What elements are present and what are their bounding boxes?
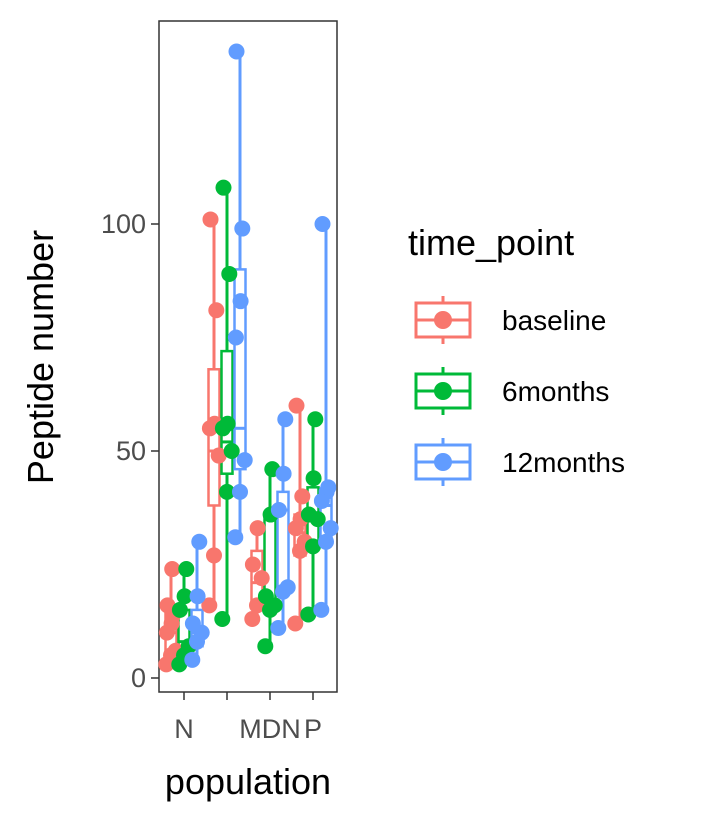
box-6months-DN <box>263 469 277 647</box>
point-baseline-DN <box>249 520 266 537</box>
point-6months-N <box>176 588 193 605</box>
legend-keys: baseline 6months 12months <box>414 296 625 486</box>
plot-layer <box>158 43 339 673</box>
point-12months-DN <box>270 502 287 519</box>
legend: time_point baseline 6months 12months <box>408 222 625 486</box>
point-12months-M <box>227 529 244 546</box>
point-6months-M <box>221 265 238 282</box>
point-12months-M <box>232 483 248 500</box>
legend-label-baseline: baseline <box>502 305 606 336</box>
point-6months-M <box>219 415 236 432</box>
point-12months-DN <box>275 465 292 482</box>
point-6months-P <box>305 538 321 555</box>
point-6months-M <box>215 179 232 196</box>
point-baseline-N <box>159 597 176 614</box>
point-12months-N <box>184 651 201 668</box>
point-12months-P <box>314 216 331 232</box>
point-baseline-P <box>287 615 304 632</box>
point-6months-DN <box>257 588 274 605</box>
point-6months-M <box>214 610 231 627</box>
x-tick-label-N: N <box>174 714 194 744</box>
point-baseline-DN <box>244 610 261 627</box>
legend-key-6months: 6months <box>414 367 609 415</box>
axis-layer: 0 50 100 N MDN P <box>101 209 322 744</box>
legend-label-6months: 6months <box>502 376 609 407</box>
x-tick-label-P: P <box>304 714 322 744</box>
point-6months-P <box>300 506 317 523</box>
x-axis-title: population <box>165 761 331 802</box>
y-axis-title: Peptide number <box>20 230 61 484</box>
box-body <box>207 368 221 507</box>
point-baseline-M <box>208 302 225 319</box>
point-6months-DN <box>257 638 274 655</box>
point-12months-M <box>232 293 249 310</box>
point-baseline-M <box>202 211 219 228</box>
point-6months-N <box>171 601 188 618</box>
point-6months-M <box>219 483 235 500</box>
point-6months-P <box>305 470 322 487</box>
point-12months-P <box>322 520 339 537</box>
box-body <box>220 349 234 475</box>
point-12months-N <box>189 588 206 605</box>
point-12months-M <box>228 43 245 60</box>
y-tick-label-50: 50 <box>116 436 146 466</box>
point-12months-P <box>318 533 334 550</box>
point-12months-P <box>313 601 330 618</box>
box-6months-M <box>220 187 234 619</box>
point-baseline-P <box>294 488 311 505</box>
point-12months-N <box>191 533 208 550</box>
legend-title: time_point <box>408 222 574 263</box>
point-baseline-M <box>210 447 227 464</box>
point-12months-M <box>234 220 251 237</box>
legend-key-point <box>434 311 452 329</box>
panel-border <box>158 20 338 693</box>
point-baseline-M <box>206 547 222 564</box>
legend-key-12months: 12months <box>414 438 625 486</box>
legend-key-baseline: baseline <box>414 296 606 344</box>
legend-key-point <box>434 453 452 471</box>
point-6months-N <box>178 561 195 578</box>
point-12months-N <box>184 615 201 632</box>
point-12months-DN <box>279 579 296 596</box>
box-12months-M <box>233 51 247 538</box>
y-tick-label-0: 0 <box>131 663 146 693</box>
box-body <box>233 268 247 471</box>
point-baseline-M <box>201 597 218 614</box>
point-baseline-DN <box>253 570 270 587</box>
x-tick-label-MDN: MDN <box>239 714 301 744</box>
point-12months-DN <box>270 620 287 637</box>
legend-key-point <box>434 382 452 400</box>
point-12months-M <box>227 329 244 346</box>
point-baseline-DN <box>244 556 261 573</box>
point-12months-P <box>320 479 337 496</box>
point-baseline-P <box>288 397 305 414</box>
point-6months-P <box>300 606 317 623</box>
point-baseline-N <box>164 561 181 578</box>
y-tick-label-100: 100 <box>101 209 146 239</box>
point-6months-M <box>223 443 240 459</box>
point-6months-P <box>307 411 324 428</box>
point-12months-DN <box>277 411 294 428</box>
legend-label-12months: 12months <box>502 447 625 478</box>
point-12months-M <box>236 452 253 469</box>
